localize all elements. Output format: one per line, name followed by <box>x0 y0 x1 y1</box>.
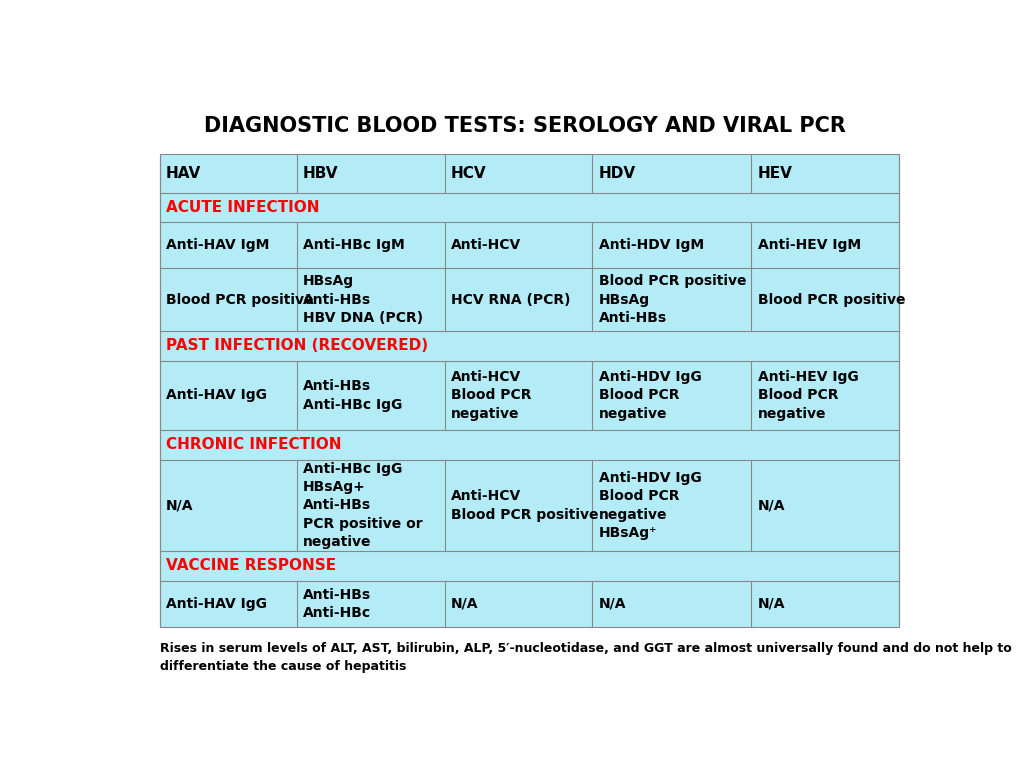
Text: CHRONIC INFECTION: CHRONIC INFECTION <box>166 438 342 452</box>
Text: Blood PCR positive: Blood PCR positive <box>758 293 905 306</box>
Text: Anti-HDV IgG
Blood PCR
negative
HBsAg⁺: Anti-HDV IgG Blood PCR negative HBsAg⁺ <box>599 471 701 540</box>
Text: Anti-HAV IgG: Anti-HAV IgG <box>166 597 267 611</box>
Text: Anti-HBc IgM: Anti-HBc IgM <box>303 238 404 252</box>
Text: N/A: N/A <box>166 498 194 512</box>
Text: HEV: HEV <box>758 166 793 181</box>
Text: N/A: N/A <box>758 498 785 512</box>
Text: HDV: HDV <box>599 166 636 181</box>
Text: Anti-HEV IgM: Anti-HEV IgM <box>758 238 861 252</box>
Text: HCV RNA (PCR): HCV RNA (PCR) <box>451 293 570 306</box>
Text: Anti-HCV: Anti-HCV <box>451 238 521 252</box>
Text: Blood PCR positive
HBsAg
Anti-HBs: Blood PCR positive HBsAg Anti-HBs <box>599 274 746 325</box>
Text: Anti-HBs
Anti-HBc IgG: Anti-HBs Anti-HBc IgG <box>303 379 402 412</box>
Text: HBV: HBV <box>303 166 338 181</box>
Text: HCV: HCV <box>451 166 486 181</box>
Text: Anti-HAV IgG: Anti-HAV IgG <box>166 389 267 402</box>
Text: HBsAg
Anti-HBs
HBV DNA (PCR): HBsAg Anti-HBs HBV DNA (PCR) <box>303 274 423 325</box>
Text: N/A: N/A <box>758 597 785 611</box>
Bar <box>160 154 899 627</box>
Text: Anti-HAV IgM: Anti-HAV IgM <box>166 238 269 252</box>
Text: Anti-HDV IgM: Anti-HDV IgM <box>599 238 703 252</box>
Text: Anti-HDV IgG
Blood PCR
negative: Anti-HDV IgG Blood PCR negative <box>599 370 701 421</box>
Text: Anti-HBc IgG
HBsAg+
Anti-HBs
PCR positive or
negative: Anti-HBc IgG HBsAg+ Anti-HBs PCR positiv… <box>303 462 423 549</box>
Text: Anti-HCV
Blood PCR positive: Anti-HCV Blood PCR positive <box>451 489 598 521</box>
Text: Blood PCR positive: Blood PCR positive <box>166 293 313 306</box>
Text: PAST INFECTION (RECOVERED): PAST INFECTION (RECOVERED) <box>166 338 428 353</box>
Text: ACUTE INFECTION: ACUTE INFECTION <box>166 200 319 215</box>
Text: N/A: N/A <box>451 597 478 611</box>
Text: DIAGNOSTIC BLOOD TESTS: SEROLOGY AND VIRAL PCR: DIAGNOSTIC BLOOD TESTS: SEROLOGY AND VIR… <box>204 116 846 136</box>
Text: N/A: N/A <box>599 597 627 611</box>
Text: Anti-HBs
Anti-HBc: Anti-HBs Anti-HBc <box>303 588 371 621</box>
Text: Anti-HCV
Blood PCR
negative: Anti-HCV Blood PCR negative <box>451 370 531 421</box>
Text: Rises in serum levels of ALT, AST, bilirubin, ALP, 5′-nucleotidase, and GGT are : Rises in serum levels of ALT, AST, bilir… <box>160 642 1012 673</box>
Text: VACCINE RESPONSE: VACCINE RESPONSE <box>166 558 336 573</box>
Text: Anti-HEV IgG
Blood PCR
negative: Anti-HEV IgG Blood PCR negative <box>758 370 858 421</box>
Text: HAV: HAV <box>166 166 202 181</box>
